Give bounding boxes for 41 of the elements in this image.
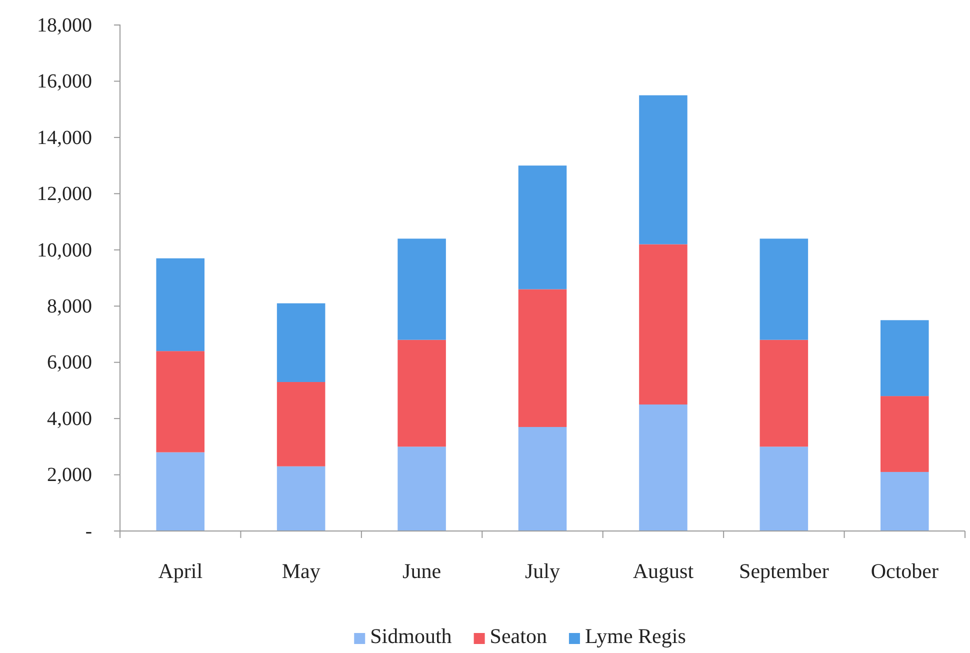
x-tick-label: October [870, 558, 938, 583]
y-tick-label: 6,000 [47, 352, 92, 374]
bar [276, 382, 326, 466]
legend-label: Sidmouth [370, 624, 452, 648]
y-tick-label: 10,000 [37, 239, 92, 262]
bar [518, 426, 567, 531]
bar [639, 244, 688, 404]
x-tick-label: July [524, 558, 560, 583]
bar [276, 303, 326, 382]
bar [760, 446, 808, 531]
y-tick-label: 14,000 [37, 126, 92, 149]
bar [398, 238, 446, 340]
y-tick-label: 2,000 [47, 464, 92, 486]
bar [398, 340, 446, 447]
x-tick-label: May [282, 558, 321, 583]
bar [880, 320, 929, 396]
x-tick-label: August [632, 558, 694, 583]
y-tick-label: 8,000 [47, 296, 92, 318]
bar [760, 238, 808, 340]
bar [156, 258, 204, 352]
bar [156, 351, 204, 452]
bar [880, 472, 929, 531]
y-tick-label: 18,000 [37, 14, 92, 36]
bar [518, 166, 567, 290]
x-tick-label: September [739, 558, 829, 583]
bar [639, 95, 688, 244]
bar [398, 446, 446, 531]
y-tick-label: 4,000 [47, 408, 92, 430]
y-tick-label: 16,000 [37, 70, 92, 93]
bar [276, 466, 326, 531]
bar [880, 396, 929, 472]
x-tick-label: June [402, 558, 442, 583]
legend-label: Lyme Regis [584, 624, 686, 648]
legend-label: Seaton [490, 624, 548, 648]
y-tick-label: 12,000 [37, 183, 92, 206]
bar [156, 452, 204, 531]
x-tick-label: April [158, 558, 203, 583]
y-tick-label: - [85, 520, 92, 542]
bar [760, 340, 808, 447]
bar [639, 404, 688, 531]
bar [518, 289, 567, 427]
